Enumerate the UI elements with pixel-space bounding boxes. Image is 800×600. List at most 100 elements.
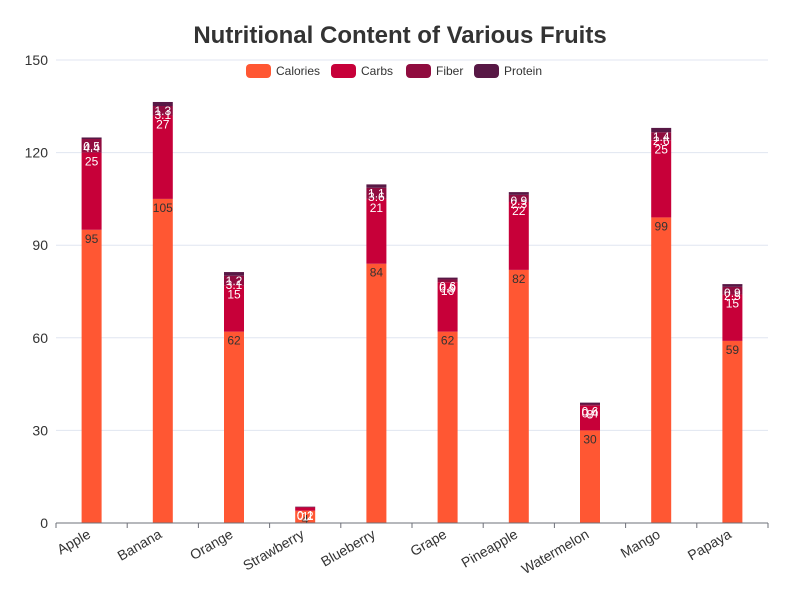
x-tick-label-mango: Mango (618, 526, 663, 561)
data-label-carbs-apple: 25 (85, 155, 99, 169)
legend-item-protein[interactable]: Protein (474, 64, 542, 78)
bar-fiber-blueberry[interactable] (366, 187, 387, 199)
bar-calories-blueberry[interactable] (366, 263, 387, 523)
bar-layer (81, 101, 743, 524)
legend-item-fiber[interactable]: Fiber (406, 64, 463, 78)
bar-calories-strawberry[interactable] (295, 510, 316, 523)
data-label-carbs-watermelon: 8 (587, 408, 594, 422)
bar-carbs-apple[interactable] (81, 152, 102, 230)
label-layer: 95254.40.5105273.11.362153.11.2410.20.18… (83, 104, 741, 527)
bar-protein-orange[interactable] (224, 272, 244, 276)
y-tick-label: 60 (32, 330, 48, 346)
bar-carbs-grape[interactable] (437, 282, 458, 332)
bar-carbs-blueberry[interactable] (366, 198, 387, 264)
data-label-fiber-grape: 0.9 (439, 281, 456, 295)
x-tick-label-grape: Grape (407, 526, 449, 559)
x-tick-label-orange: Orange (187, 526, 236, 563)
legend-item-calories[interactable]: Calories (246, 64, 320, 78)
bar-fiber-papaya[interactable] (722, 286, 743, 295)
legend-swatch (406, 64, 431, 78)
legend-label: Protein (504, 64, 542, 78)
bar-fiber-apple[interactable] (81, 139, 102, 153)
data-label-calories-apple: 95 (85, 232, 99, 246)
bar-fiber-grape[interactable] (437, 279, 458, 283)
x-tick-label-apple: Apple (54, 526, 93, 558)
data-label-fiber-mango: 2.6 (653, 134, 670, 148)
legend-swatch (331, 64, 356, 78)
bar-protein-banana[interactable] (152, 101, 173, 106)
grid-layer (56, 59, 768, 431)
legend[interactable]: Calories Carbs Fiber Protein (246, 64, 542, 78)
data-label-carbs-blueberry: 21 (370, 201, 384, 215)
data-label-protein-watermelon: 0.6 (582, 405, 599, 419)
bar-carbs-pineapple[interactable] (508, 201, 529, 270)
bar-protein-pineapple[interactable] (508, 192, 529, 195)
y-tick-label: 30 (32, 422, 48, 438)
bar-fiber-banana[interactable] (152, 105, 173, 116)
data-label-calories-papaya: 59 (726, 343, 740, 357)
bar-carbs-orange[interactable] (224, 285, 244, 332)
bar-fiber-watermelon[interactable] (580, 404, 600, 406)
bar-protein-mango[interactable] (651, 127, 672, 133)
x-tick-label-watermelon: Watermelon (519, 526, 592, 577)
legend-label: Calories (276, 64, 320, 78)
bar-protein-apple[interactable] (81, 137, 102, 140)
bar-carbs-banana[interactable] (152, 115, 173, 199)
bar-calories-pineapple[interactable] (508, 269, 529, 523)
data-label-protein-banana: 1.3 (154, 104, 171, 118)
data-label-carbs-orange: 15 (227, 287, 241, 301)
y-tick-label: 0 (40, 515, 48, 531)
data-label-calories-strawberry: 4 (302, 513, 309, 527)
data-label-protein-orange: 1.2 (226, 274, 243, 288)
bar-carbs-watermelon[interactable] (580, 405, 600, 431)
data-label-carbs-grape: 16 (441, 284, 455, 298)
bar-calories-grape[interactable] (437, 331, 458, 523)
bar-calories-banana[interactable] (152, 198, 173, 523)
data-label-calories-watermelon: 30 (583, 432, 597, 446)
data-label-protein-grape: 0.6 (439, 280, 456, 294)
bar-protein-blueberry[interactable] (366, 184, 387, 188)
bar-carbs-strawberry[interactable] (295, 507, 316, 511)
bar-calories-mango[interactable] (651, 217, 672, 524)
y-tick-label: 90 (32, 237, 48, 253)
bar-carbs-mango[interactable] (651, 140, 672, 218)
data-label-calories-orange: 62 (227, 334, 241, 348)
legend-item-carbs[interactable]: Carbs (331, 64, 393, 78)
data-label-protein-pineapple: 0.9 (510, 194, 527, 208)
data-label-fiber-pineapple: 2.3 (510, 197, 527, 211)
legend-swatch (474, 64, 499, 78)
bar-calories-apple[interactable] (81, 229, 102, 523)
bar-fiber-pineapple[interactable] (508, 194, 529, 202)
bar-carbs-papaya[interactable] (722, 294, 743, 341)
data-label-calories-mango: 99 (655, 219, 669, 233)
bar-calories-orange[interactable] (224, 331, 244, 523)
data-label-fiber-watermelon: 0.4 (582, 406, 599, 420)
bar-calories-papaya[interactable] (722, 340, 743, 523)
data-label-protein-papaya: 0.9 (724, 286, 741, 300)
bar-protein-watermelon[interactable] (580, 402, 600, 405)
data-label-protein-strawberry: 0.1 (297, 509, 314, 523)
x-tick-label-pineapple: Pineapple (458, 526, 520, 571)
legend-swatch (246, 64, 271, 78)
bar-protein-papaya[interactable] (722, 284, 743, 287)
data-label-fiber-apple: 4.4 (83, 141, 100, 155)
data-label-protein-apple: 0.5 (83, 139, 100, 153)
bar-calories-watermelon[interactable] (580, 430, 600, 523)
bar-fiber-strawberry[interactable] (295, 506, 316, 508)
data-label-carbs-strawberry: 1 (302, 510, 309, 524)
y-tick-label: 120 (25, 145, 49, 161)
bar-fiber-orange[interactable] (224, 275, 244, 286)
bar-fiber-mango[interactable] (651, 132, 672, 141)
data-label-fiber-papaya: 2.5 (724, 289, 741, 303)
legend-label: Carbs (361, 64, 393, 78)
y-tick-label: 150 (25, 52, 49, 68)
data-label-carbs-papaya: 15 (726, 297, 740, 311)
bar-protein-grape[interactable] (437, 277, 458, 280)
data-label-carbs-mango: 25 (655, 142, 669, 156)
x-tick-label-blueberry: Blueberry (318, 526, 378, 570)
data-label-protein-blueberry: 1.1 (368, 186, 385, 200)
data-label-fiber-banana: 3.1 (154, 108, 171, 122)
data-label-calories-pineapple: 82 (512, 272, 526, 286)
